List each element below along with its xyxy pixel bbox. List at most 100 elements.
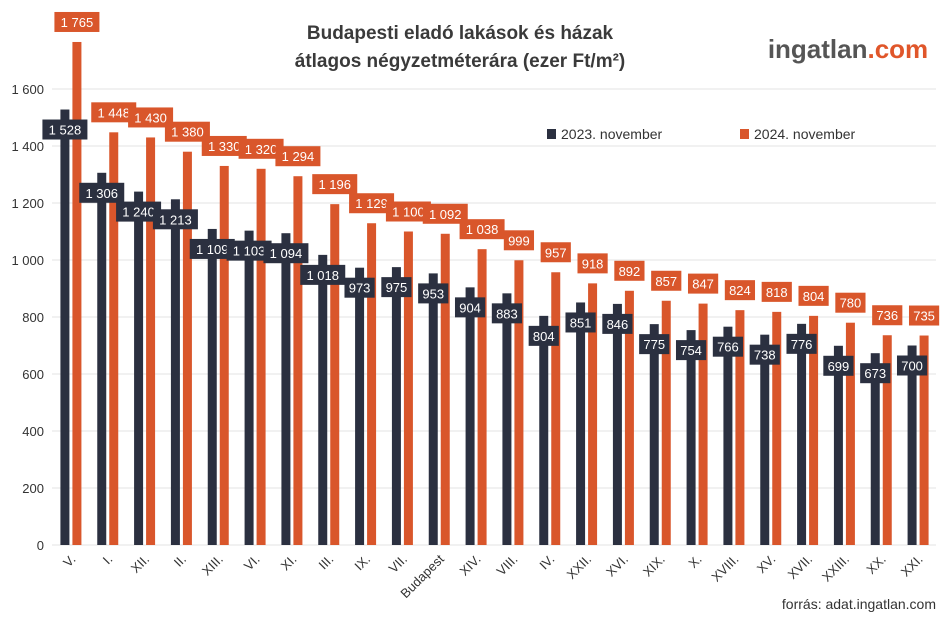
bar-2023 [170, 199, 180, 546]
bar-2023 [576, 302, 586, 545]
data-label-box-2024 [651, 270, 682, 291]
x-tick-label: XVIII. [708, 552, 741, 585]
bar-2024 [588, 283, 598, 545]
data-labels-layer: 1 765 1 528 1 448 1 306 1 430 1 240 1 380 1 213… [42, 11, 940, 384]
data-label-box-2024 [724, 280, 756, 301]
data-label-2024: 1 430 [134, 110, 167, 125]
bar-2023 [207, 228, 217, 545]
bar-2023 [465, 287, 475, 545]
data-label-box-2023 [79, 182, 125, 203]
data-label-2023: 975 [386, 280, 408, 295]
data-label-box-2024 [312, 174, 358, 195]
bar-2023 [244, 230, 254, 545]
bar-2023 [355, 267, 365, 545]
legend-label-2023: 2023. november [561, 126, 663, 142]
bar-2023 [870, 353, 880, 545]
data-label-box-2024 [761, 281, 792, 302]
bar-2023 [539, 315, 549, 545]
bar-2023 [760, 334, 770, 545]
data-label-box-2024 [385, 201, 431, 222]
y-tick-label: 400 [22, 424, 44, 439]
x-tick-label: VII. [386, 552, 410, 576]
data-label-2023: 1 528 [49, 123, 82, 138]
data-label-box-2023 [786, 333, 817, 354]
legend-label-2024: 2024. november [754, 126, 856, 142]
brand-logo-name: ingatlan [768, 34, 868, 64]
data-label-box-2023 [528, 325, 559, 346]
bar-2023 [797, 323, 807, 545]
data-label-box-2024 [577, 253, 608, 274]
data-label-box-2024 [798, 285, 829, 306]
data-label-box-2023 [300, 264, 346, 285]
y-tick-label: 600 [22, 367, 44, 382]
bar-2023 [612, 303, 622, 545]
bar-2024 [698, 303, 708, 545]
y-tick-label: 1 400 [11, 139, 44, 154]
data-label-box-2023 [639, 334, 670, 355]
data-label-2024: 1 196 [318, 177, 351, 192]
bar-2023 [97, 172, 107, 546]
data-label-box-2023 [344, 277, 375, 298]
brand-logo-tld: com [875, 34, 928, 64]
data-label-2024: 892 [619, 264, 641, 279]
bar-2023 [649, 324, 659, 545]
legend-swatch-2023 [547, 129, 556, 139]
data-label-2024: 735 [913, 309, 935, 324]
data-label-2024: 1 320 [245, 142, 278, 157]
x-tick-label: XIII. [199, 552, 226, 579]
bar-2023 [281, 233, 291, 545]
legend: 2023. november 2024. november [547, 126, 856, 142]
data-label-box-2023 [860, 363, 891, 384]
x-tick-label: XVII. [785, 552, 816, 583]
data-label-2024: 957 [545, 245, 567, 260]
bar-2024 [845, 322, 855, 545]
source-note: forrás: adat.ingatlan.com [782, 596, 936, 612]
y-tick-label: 800 [22, 310, 44, 325]
data-label-2023: 851 [570, 315, 592, 330]
bar-2023 [723, 326, 733, 545]
data-label-box-2023 [896, 355, 928, 376]
x-tick-label: X. [685, 552, 704, 571]
data-label-2023: 673 [864, 366, 886, 381]
bar-2024 [735, 310, 745, 545]
bar-2024 [661, 300, 671, 545]
y-tick-label: 1 200 [11, 196, 44, 211]
data-label-box-2023 [152, 209, 198, 230]
y-tick-label: 0 [37, 538, 44, 553]
bar-2023 [833, 345, 843, 545]
data-label-box-2024 [614, 260, 645, 281]
data-label-box-2023 [675, 340, 707, 361]
y-tick-label: 1 600 [11, 82, 44, 97]
data-label-2023: 1 109 [196, 242, 229, 257]
data-label-box-2023 [602, 313, 633, 334]
data-label-2023: 973 [349, 281, 371, 296]
bar-2024 [624, 290, 634, 545]
bar-2024 [109, 132, 119, 545]
bar-2023 [686, 330, 696, 545]
data-label-2024: 999 [508, 233, 530, 248]
data-label-2023: 1 306 [85, 186, 118, 201]
data-label-box-2023 [823, 355, 854, 376]
data-label-box-2023 [418, 283, 449, 304]
x-tick-label: XV. [754, 552, 779, 577]
x-tick-label: XXIII. [819, 552, 852, 585]
data-label-box-2024 [872, 305, 903, 326]
bar-2024 [440, 233, 450, 545]
brand-logo-dot: . [867, 34, 874, 64]
data-label-2024: 847 [692, 277, 714, 292]
data-label-2024: 780 [840, 296, 862, 311]
x-tick-label: XXII. [564, 552, 595, 583]
data-label-box-2024 [908, 305, 940, 326]
bar-2023 [60, 109, 70, 546]
data-label-box-2024 [835, 292, 866, 313]
x-axis: V. I. XII. II. XIII. VI. XI. III. IX. VII.Budapes… [60, 551, 926, 601]
bar-2024 [367, 223, 377, 546]
data-label-2023: 738 [754, 348, 776, 363]
bar-2024 [551, 272, 561, 545]
x-tick-label: III. [316, 552, 337, 573]
x-tick-label: V. [60, 552, 78, 570]
x-tick-label: II. [171, 552, 189, 570]
bar-2024 [182, 151, 192, 545]
